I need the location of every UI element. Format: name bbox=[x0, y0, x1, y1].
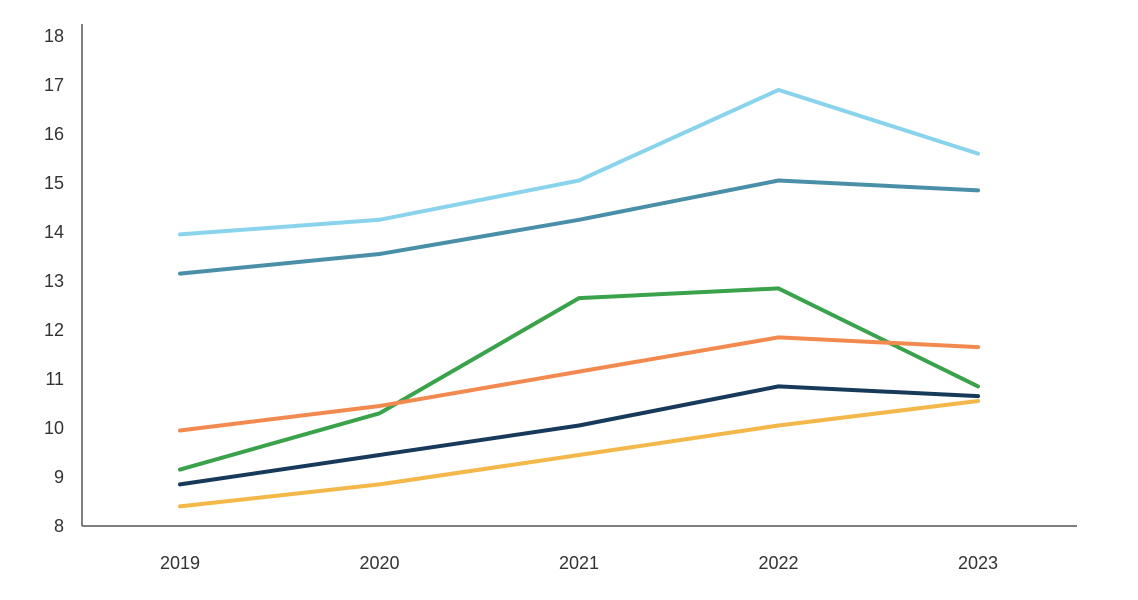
x-tick-label: 2020 bbox=[359, 553, 399, 573]
y-tick-label: 9 bbox=[54, 467, 64, 487]
series-line-6 bbox=[178, 399, 980, 509]
x-tick-label: 2019 bbox=[160, 553, 200, 573]
x-tick-label: 2023 bbox=[958, 553, 998, 573]
y-axis-tick-labels: 8 9 10 11 12 13 14 15 16 17 18 bbox=[44, 26, 64, 536]
y-tick-label: 18 bbox=[44, 26, 64, 46]
y-tick-label: 17 bbox=[44, 75, 64, 95]
y-tick-label: 15 bbox=[44, 173, 64, 193]
x-axis-tick-labels: 2019 2020 2021 2022 2023 bbox=[160, 553, 998, 573]
y-tick-label: 12 bbox=[44, 320, 64, 340]
y-tick-label: 14 bbox=[44, 222, 64, 242]
x-tick-label: 2021 bbox=[559, 553, 599, 573]
series-line-3 bbox=[178, 286, 980, 472]
series-line-5 bbox=[178, 384, 980, 487]
series-line-1 bbox=[178, 87, 980, 237]
series-line-2 bbox=[178, 178, 980, 276]
axes bbox=[81, 24, 1077, 527]
y-tick-label: 16 bbox=[44, 124, 64, 144]
y-tick-label: 8 bbox=[54, 516, 64, 536]
y-tick-label: 11 bbox=[45, 369, 64, 389]
y-tick-label: 13 bbox=[44, 271, 64, 291]
y-tick-label: 10 bbox=[44, 418, 64, 438]
x-tick-label: 2022 bbox=[758, 553, 798, 573]
series-lines bbox=[178, 87, 980, 509]
series-line-4 bbox=[178, 335, 980, 433]
